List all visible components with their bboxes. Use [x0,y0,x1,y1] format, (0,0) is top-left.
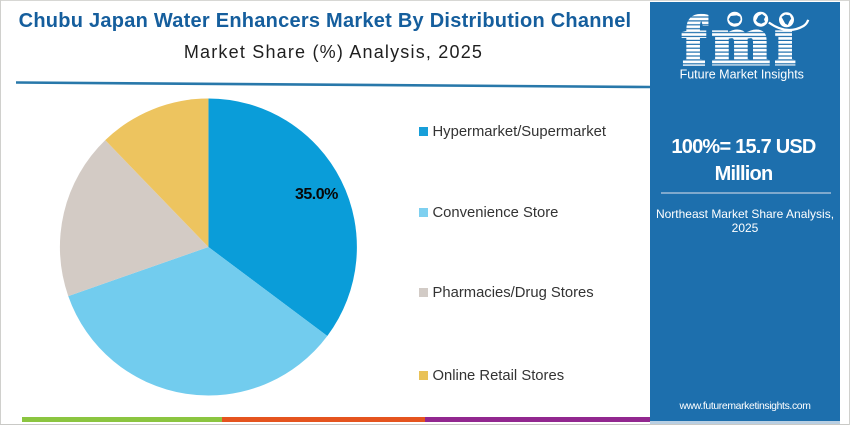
svg-text:Future Market Insights: Future Market Insights [680,67,804,81]
